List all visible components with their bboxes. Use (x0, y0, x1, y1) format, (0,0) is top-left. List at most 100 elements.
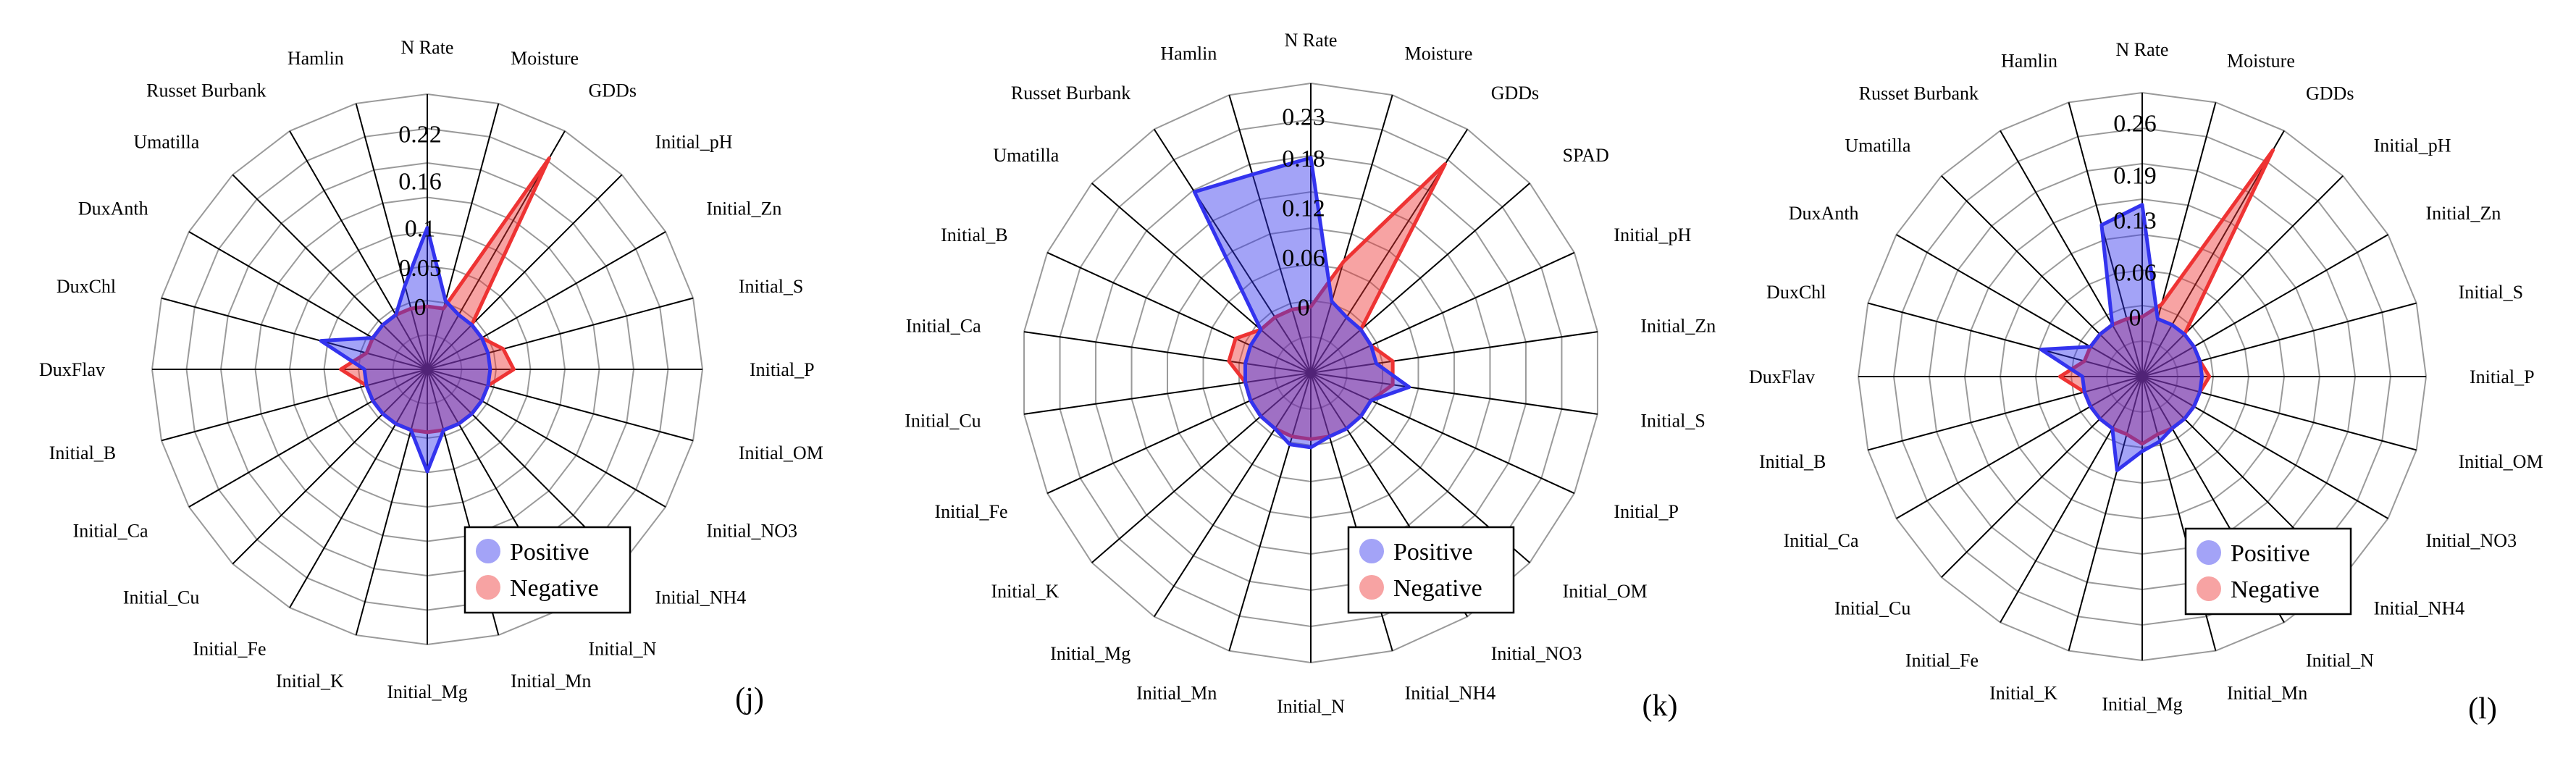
tick-label: 0.22 (398, 121, 442, 148)
point-positive-initial-mn (1289, 444, 1291, 445)
point-positive-n-rate (2141, 204, 2143, 206)
radar-chart-2: 0 0.06 0.12 0.18 0.23 N Rate Moisture GDDs SPAD I… (905, 30, 1716, 723)
point-negative-umatilla (1260, 329, 1262, 330)
point-negative-initial-om (487, 385, 489, 386)
category-label-initial-k: Initial_K (991, 581, 1059, 602)
tick-label: 0.06 (2113, 260, 2157, 287)
point-positive-hamlin (2101, 224, 2102, 226)
axis-spoke (427, 369, 666, 508)
point-positive-initial-ca (1245, 363, 1246, 364)
point-negative-moisture (1343, 261, 1344, 262)
axis-spoke (1896, 234, 2143, 377)
axis-spoke (2141, 234, 2388, 377)
axis-spoke (2141, 102, 2217, 377)
legend: Positive Negative (2184, 527, 2352, 616)
category-label-initial-fe: Initial_Fe (1905, 650, 1979, 671)
axis-spoke (2141, 130, 2285, 377)
category-label-initial-om: Initial_OM (1563, 581, 1648, 602)
point-positive-initial-mg (427, 471, 428, 472)
point-negative-n-rate (1310, 306, 1312, 308)
point-positive-n-rate (1310, 157, 1312, 159)
axis-spoke (1091, 182, 1312, 374)
point-positive-duxchl (2041, 349, 2042, 350)
category-label-initial-mg: Initial_Mg (387, 681, 467, 702)
axis-spoke (232, 369, 428, 565)
point-negative-initial-mn (2157, 434, 2158, 435)
axis-spoke (2000, 376, 2143, 623)
point-negative-duxflav (340, 369, 342, 370)
point-positive-gdds (458, 314, 459, 316)
point-negative-initial-cu (1245, 382, 1246, 383)
point-negative-initial-b (1235, 338, 1236, 340)
category-label-initial-nh4: Initial_NH4 (2374, 598, 2465, 619)
category-label-initial-ca: Initial_Ca (906, 316, 981, 337)
category-label-initial-mn: Initial_Mn (511, 671, 591, 692)
category-label-initial-no3: Initial_NO3 (706, 521, 797, 542)
category-label-initial-fe: Initial_Fe (934, 501, 1007, 522)
axis-spoke (427, 231, 666, 370)
point-negative-initial-ca (2090, 406, 2092, 407)
category-label-duxchl: DuxChl (56, 276, 116, 297)
category-label-n-rate: N Rate (401, 37, 454, 58)
point-negative-initial-b (2084, 391, 2085, 393)
point-negative-spad (1360, 329, 1362, 330)
panel-label: (k) (1642, 689, 1678, 723)
category-label-duxanth: DuxAnth (78, 198, 148, 219)
point-negative-initial-b (366, 385, 367, 386)
legend: Positive Negative (463, 526, 632, 614)
category-label-initial-cu: Initial_Cu (123, 587, 199, 608)
axis-spoke (188, 369, 428, 508)
category-label-initial-zn: Initial_Zn (2425, 203, 2501, 224)
axis-spoke (2000, 130, 2143, 377)
axis-spoke (289, 369, 428, 608)
point-positive-moisture (1331, 301, 1333, 302)
tick-label: 0.18 (1282, 146, 1325, 172)
axis-spoke (427, 369, 694, 442)
legend-label-negative: Negative (510, 575, 599, 602)
legend-label-positive: Positive (510, 539, 590, 566)
category-label-initial-b: Initial_B (1759, 451, 1826, 472)
legend-swatch-negative (476, 575, 500, 600)
category-label-gdds: GDDs (1491, 83, 1539, 104)
tick-label: 0 (2129, 304, 2141, 331)
axis-spoke (1941, 376, 2143, 578)
tick-label: 0 (414, 294, 427, 321)
axis-spoke (1310, 372, 1598, 415)
axis-spoke (1310, 94, 1393, 374)
axis-spoke (1310, 331, 1598, 374)
tick-label: 0.06 (1282, 245, 1325, 272)
legend: Positive Negative (1347, 526, 1515, 614)
category-label-initial-b: Initial_B (49, 442, 116, 463)
category-label-initial-b: Initial_B (941, 224, 1007, 245)
category-label-duxflav: DuxFlav (39, 359, 105, 380)
category-label-initial-nh4: Initial_NH4 (655, 587, 747, 608)
tick-label: 0.23 (1282, 104, 1325, 131)
tick-label: 0.05 (398, 255, 442, 282)
category-label-initial-cu: Initial_Cu (905, 410, 981, 431)
category-label-initial-mg: Initial_Mg (1050, 643, 1130, 664)
axis-spoke (1228, 94, 1312, 374)
point-negative-initial-ph (2183, 334, 2185, 335)
point-negative-initial-ca (372, 400, 374, 401)
legend-label-negative: Negative (1393, 575, 1482, 602)
category-label-initial-no3: Initial_NO3 (1491, 643, 1582, 664)
axis-spoke (1310, 182, 1530, 374)
category-label-initial-ph: Initial_pH (655, 131, 733, 152)
tick-label: 0.16 (398, 168, 442, 195)
category-label-initial-ph: Initial_pH (2374, 135, 2451, 156)
point-positive-n-rate (427, 227, 428, 229)
tick-label: 0.12 (1282, 195, 1325, 222)
radar-chart-1: 0 0.05 0.1 0.16 0.22 N Rate Moisture GDDs Initia… (39, 37, 823, 715)
category-label-initial-n: Initial_N (1277, 696, 1345, 717)
category-label-hamlin: Hamlin (288, 48, 344, 69)
category-label-initial-mg: Initial_Mg (2102, 694, 2182, 715)
category-label-russet-burbank: Russet Burbank (146, 80, 266, 101)
category-label-umatilla: Umatilla (133, 131, 199, 152)
legend-box (1347, 526, 1515, 614)
point-positive-initial-b (1250, 345, 1251, 346)
category-label-duxflav: DuxFlav (1749, 366, 1815, 387)
category-label-initial-k: Initial_K (276, 671, 344, 692)
point-negative-duxanth (2090, 346, 2092, 348)
axis-spoke (427, 297, 694, 370)
